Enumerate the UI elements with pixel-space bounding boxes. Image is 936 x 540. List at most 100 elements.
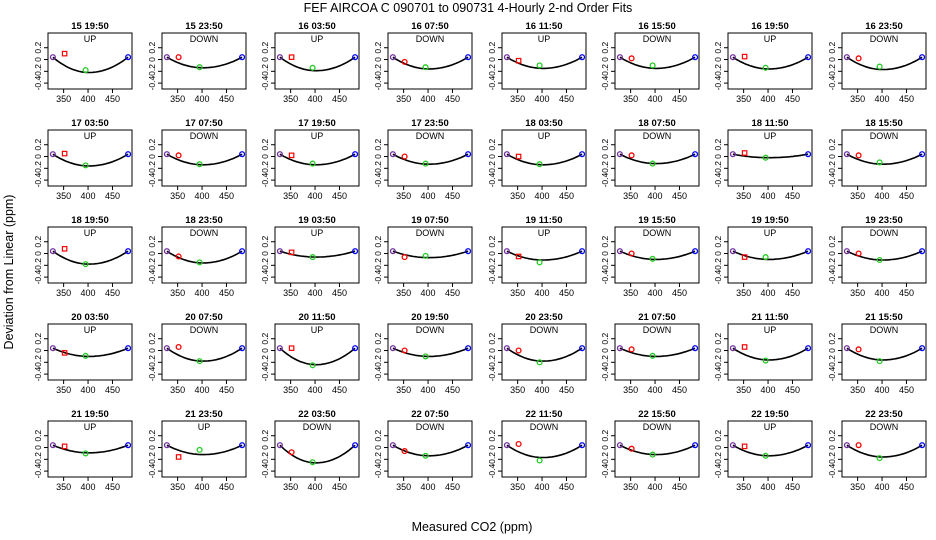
data-point: [49, 248, 56, 255]
panel-frame: [47, 323, 133, 381]
panel-title: 20 03:50: [71, 312, 109, 323]
y-tick-label: 0: [33, 57, 43, 62]
panel-mode-label: UP: [311, 131, 324, 141]
x-tick-label: 450: [899, 482, 914, 492]
y-tick-label: 0: [33, 154, 43, 159]
y-tick-label: -0.2: [373, 355, 383, 370]
data-point: [855, 442, 862, 449]
y-tick-label: -0.4: [713, 367, 723, 382]
data-point: [805, 345, 812, 352]
data-point: [125, 248, 132, 255]
fit-curve: [506, 153, 583, 166]
panel: 20 11:50 UP -0.4-0.2 0 0.2 350 400 450: [260, 312, 360, 395]
y-tick-label: -0.2: [147, 355, 157, 370]
x-tick-label: 400: [421, 385, 436, 395]
x-tick-label: 400: [761, 385, 776, 395]
y-tick-label: 0: [487, 57, 497, 62]
data-point: [49, 345, 56, 352]
panel-title: 22 23:50: [865, 409, 903, 420]
y-tick-label: -0.2: [373, 258, 383, 273]
panel-mode-label: DOWN: [870, 34, 899, 44]
data-point: [49, 442, 56, 449]
panel-title: 18 11:50: [752, 118, 789, 129]
y-tick-label: -0.2: [33, 452, 43, 467]
data-point: [503, 248, 510, 255]
y-tick-label: -0.4: [260, 367, 270, 382]
panel-title: 22 11:50: [526, 409, 563, 420]
y-tick-label: -0.2: [600, 355, 610, 370]
panel-title: 15 23:50: [185, 21, 223, 32]
y-tick-label: -0.4: [827, 464, 837, 479]
data-point: [288, 152, 295, 159]
panel-frame: [47, 226, 133, 284]
y-tick-label: 0.2: [827, 42, 837, 54]
x-tick-label: 400: [875, 288, 890, 298]
panel-title: 18 15:50: [865, 118, 903, 129]
x-tick-label: 400: [308, 385, 323, 395]
fit-curve: [279, 153, 356, 166]
x-tick-label: 400: [875, 482, 890, 492]
x-tick-label: 400: [81, 191, 96, 201]
x-tick-label: 400: [308, 482, 323, 492]
x-tick-label: 400: [535, 288, 550, 298]
data-point: [61, 50, 68, 57]
panel-title: 18 07:50: [638, 118, 676, 129]
y-tick-label: 0.2: [260, 42, 270, 54]
x-tick-label: 400: [195, 385, 210, 395]
x-tick-label: 350: [850, 482, 865, 492]
panel: 15 19:50 UP -0.4-0.2 0 0.2 350 400 450: [33, 21, 133, 104]
panel-title: 21 19:50: [71, 409, 109, 420]
fit-curve: [506, 347, 583, 362]
data-point: [389, 442, 396, 449]
x-tick-label: 450: [899, 94, 914, 104]
panel: 21 07:50 DOWN -0.4-0.2 0 0.2 350 400 450: [600, 312, 700, 395]
panel-frame: [274, 226, 360, 284]
x-tick-label: 450: [785, 94, 800, 104]
y-tick-label: 0.2: [33, 139, 43, 151]
x-tick-label: 450: [445, 385, 460, 395]
x-tick-label: 450: [332, 482, 347, 492]
x-tick-label: 450: [105, 191, 120, 201]
panel: 16 19:50 UP -0.4-0.2 0 0.2 350 400 450: [713, 21, 813, 104]
y-tick-label: 0: [33, 251, 43, 256]
data-point: [536, 457, 543, 464]
data-point: [515, 57, 522, 64]
panel: 22 03:50 DOWN -0.4-0.2 0 0.2 350 400 450: [260, 409, 360, 492]
panel-title: 16 03:50: [298, 21, 336, 32]
data-point: [352, 248, 359, 255]
panel: 21 11:50 UP -0.4-0.2 0 0.2 350 400 450: [713, 312, 813, 395]
data-point: [309, 362, 316, 369]
panel: 17 07:50 DOWN -0.4-0.2 0 0.2 350 400 450: [147, 118, 247, 201]
y-tick-label: 0: [487, 251, 497, 256]
y-tick-label: -0.4: [33, 270, 43, 285]
data-point: [649, 62, 656, 69]
data-point: [616, 345, 623, 352]
panel-frame: [161, 226, 247, 284]
panel-title: 20 23:50: [525, 312, 563, 323]
x-tick-label: 350: [170, 191, 185, 201]
data-point: [61, 150, 68, 157]
data-point: [805, 54, 812, 61]
panel-mode-label: DOWN: [303, 422, 332, 432]
panel: 20 19:50 DOWN -0.4-0.2 0 0.2 350 400 450: [373, 312, 473, 395]
x-tick-label: 400: [535, 482, 550, 492]
x-tick-label: 400: [535, 191, 550, 201]
panel-frame: [161, 420, 247, 478]
panel-mode-label: UP: [538, 34, 551, 44]
y-tick-label: -0.4: [487, 367, 497, 382]
panel-title: 19 03:50: [298, 215, 336, 226]
panel-frame: [614, 32, 700, 90]
y-tick-label: -0.2: [713, 258, 723, 273]
y-tick-label: -0.2: [260, 452, 270, 467]
data-point: [876, 159, 883, 166]
y-tick-label: -0.2: [487, 161, 497, 176]
y-tick-label: -0.2: [487, 258, 497, 273]
x-tick-label: 450: [559, 94, 574, 104]
y-tick-label: -0.4: [147, 464, 157, 479]
y-tick-label: -0.4: [827, 270, 837, 285]
data-point: [503, 151, 510, 158]
panel-frame: [614, 323, 700, 381]
y-tick-label: 0: [713, 251, 723, 256]
data-point: [692, 345, 699, 352]
